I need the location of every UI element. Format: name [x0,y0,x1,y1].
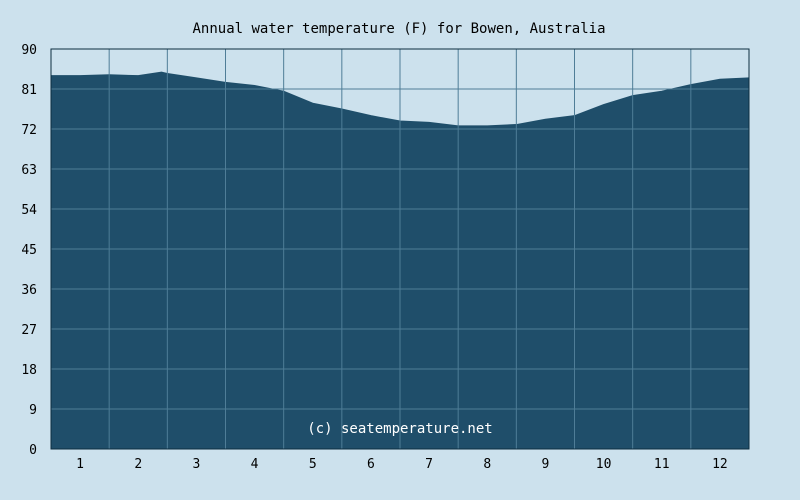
copyright-annotation: (c) seatemperature.net [307,421,492,437]
x-tick-label-6: 6 [367,457,375,472]
y-tick-label-72: 72 [21,123,37,138]
x-tick-label-1: 1 [76,457,84,472]
x-axis-tick-labels: 1 2 3 4 5 6 7 8 9 10 11 12 [76,457,728,472]
y-tick-label-54: 54 [21,203,37,218]
x-tick-label-3: 3 [193,457,201,472]
x-tick-label-12: 12 [712,457,728,472]
x-tick-label-4: 4 [251,457,259,472]
chart-title: Annual water temperature (F) for Bowen, … [192,21,605,37]
grid-lines [50,48,750,450]
plot-border [50,48,750,450]
x-tick-label-8: 8 [483,457,491,472]
y-tick-label-45: 45 [21,243,37,258]
y-axis-tick-labels: 0 9 18 27 36 45 54 63 72 81 90 [21,43,37,458]
x-tick-label-11: 11 [654,457,670,472]
y-tick-label-9: 9 [29,403,37,418]
y-tick-label-18: 18 [21,363,37,378]
y-tick-label-90: 90 [21,43,37,58]
x-tick-label-5: 5 [309,457,317,472]
x-tick-label-7: 7 [425,457,433,472]
y-tick-label-63: 63 [21,163,37,178]
y-tick-label-27: 27 [21,323,37,338]
x-tick-label-9: 9 [542,457,550,472]
y-tick-label-81: 81 [21,83,37,98]
x-tick-label-2: 2 [134,457,142,472]
x-tick-label-10: 10 [596,457,612,472]
y-tick-label-36: 36 [21,283,37,298]
y-tick-label-0: 0 [29,443,37,458]
